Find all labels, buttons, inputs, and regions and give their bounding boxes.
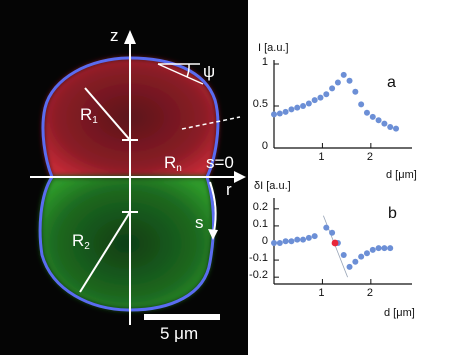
chart-b-point-7 [311,233,318,240]
chart-b-point-4 [294,236,301,243]
chart-b-point-19 [387,245,394,252]
chart-b-point-9 [329,229,336,236]
chart-a-point-18 [375,117,382,124]
chart-b-point-2 [282,238,289,245]
psi-tangent-line [157,63,204,85]
z-axis-arrowhead [124,30,136,44]
chart-b-point-17 [375,245,382,252]
chart-b-ytick-label-3: -0.1 [249,252,268,265]
chart-a-point-4 [294,104,301,111]
label-r: r [226,180,232,199]
scalebar [144,314,220,320]
label-z: z [110,26,119,45]
chart-a-ytick-label-0: 0 [261,140,268,152]
chart-b-point-13 [352,258,359,265]
chart-a-point-17 [369,113,376,120]
chart-b-point-16 [369,246,376,253]
chart-a-point-15 [358,101,365,108]
chart-a-ylabel: I [a.u.] [258,42,289,54]
chart-a-point-5 [300,103,307,109]
chart-a-xtick-label-0: 1 [318,151,325,163]
chart-b-point-0 [271,240,277,246]
chart-a-point-16 [363,109,370,116]
chart-b-point-6 [305,234,312,241]
chart-a-ytick-label-1: 0.5 [252,98,268,110]
radius-r2-line [79,211,131,293]
chart-b-xtick-label-0: 1 [318,287,325,299]
label-rn-sub: n [176,163,182,174]
arc-length-arrowhead [208,229,218,240]
arc-length-arrow [209,181,217,233]
chart-b-point-8 [323,224,330,231]
chart-a-point-21 [393,125,400,132]
chart-a-point-19 [381,120,388,127]
label-r1-main: R [80,105,93,124]
chart-a-point-1 [276,110,283,117]
dashed-indicator-line [181,116,241,130]
chart-a-panel-letter: a [387,74,396,91]
label-r1-sub: 1 [92,115,98,126]
label-r2-sub: 2 [84,241,90,252]
chart-a-point-20 [387,124,394,130]
chart-b-xtick-label-1: 2 [366,287,373,299]
fluorescence-micrograph: z ψ R1 Rn s=0 r s R2 5 μm [0,0,248,355]
chart-b-point-11 [340,251,347,258]
chart-b-point-5 [300,236,307,243]
chart-b-point-1 [276,240,283,246]
chart-b-ytick-label-0: 0.2 [252,200,268,213]
chart-a-point-2 [282,108,289,115]
chart-a-point-6 [305,100,312,107]
chart-a-point-10 [329,85,336,92]
label-r1: R1 [80,106,98,126]
label-s: s [195,213,204,232]
chart-b-ytick-label-1: 0.1 [252,217,268,230]
chart-b-panel-letter: b [388,205,397,222]
chart-a-point-13 [346,77,353,84]
label-rn-main: R [164,153,177,172]
micrograph-drawing [30,30,246,325]
radius-r1-line [84,87,131,141]
label-s0: s=0 [206,153,234,172]
chart-a-point-7 [311,97,318,104]
chart-b-highlight-point [331,239,339,247]
scalebar-label: 5 μm [160,324,199,343]
chart-b-point-14 [358,253,365,260]
chart-a-xlabel: d [μm] [386,169,417,181]
chart-a-point-14 [352,88,359,95]
chart-b-ylabel: δI [a.u.] [254,180,291,192]
label-r2: R2 [72,232,90,252]
chart-b-ytick-label-4: -0.2 [249,269,268,282]
chart-b-point-3 [288,238,295,245]
chart-a-point-0 [271,111,277,118]
r-axis-arrowhead [234,171,246,183]
label-r2-main: R [72,231,85,250]
chart-b-ytick-label-2: 0 [261,235,268,247]
chart-a-point-12 [340,71,347,78]
chart-b-point-15 [363,250,370,257]
chart-a-ytick-label-2: 1 [261,56,268,68]
label-rn: Rn [164,154,182,174]
chart-b-point-18 [381,245,388,252]
chart-a-point-11 [334,79,341,86]
label-psi: ψ [203,62,216,81]
chart-b-xlabel: d [μm] [384,307,415,319]
chart-a-point-3 [288,106,295,113]
chart-a-xtick-label-1: 2 [366,151,373,163]
chart-a-point-9 [323,91,330,98]
chart-a-point-8 [317,94,324,101]
chart-b-point-12 [346,263,353,270]
psi-angle-arc [186,63,190,78]
lower-half-green [40,177,214,310]
